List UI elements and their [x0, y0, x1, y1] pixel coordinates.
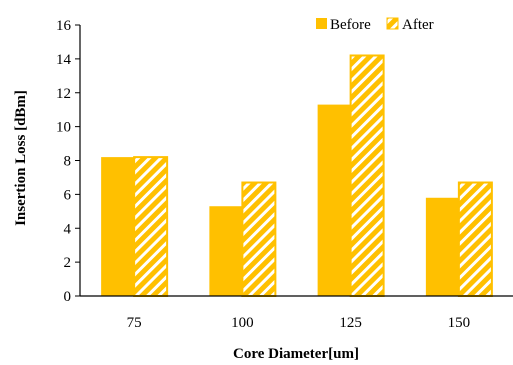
x-ticks: 75 100 125 150	[127, 315, 471, 331]
x-tick-label: 75	[127, 315, 142, 331]
legend-label-after: After	[402, 17, 434, 33]
y-tick-label: 2	[64, 255, 72, 271]
bar-after-100	[241, 181, 277, 297]
y-tick-label: 10	[56, 120, 71, 136]
y-tick-label: 14	[56, 52, 72, 68]
y-tick-label: 4	[64, 221, 72, 237]
bars-layer	[101, 54, 493, 297]
legend-swatch-before	[316, 18, 327, 29]
bar-before-100	[209, 206, 243, 296]
y-tick-label: 0	[64, 289, 72, 305]
y-tick-label: 6	[64, 187, 72, 203]
legend-label-before: Before	[330, 17, 371, 33]
legend-swatch-after	[386, 17, 399, 30]
x-tick-label: 150	[448, 315, 471, 331]
bar-before-150	[425, 197, 459, 296]
x-tick-label: 100	[231, 315, 254, 331]
y-ticks: 0 2 4 6 8 10 12 14 16	[56, 18, 80, 305]
bar-before-125	[317, 104, 351, 296]
x-axis-title: Core Diameter[um]	[233, 346, 359, 362]
y-axis-title: Insertion Loss [dBm]	[13, 90, 29, 226]
y-tick-label: 8	[64, 154, 72, 170]
x-tick-label: 125	[339, 315, 362, 331]
y-tick-label: 16	[56, 18, 72, 34]
bar-after-125	[349, 54, 385, 297]
legend: Before After	[316, 17, 434, 33]
bar-after-150	[457, 181, 493, 297]
bar-before-75	[101, 157, 135, 296]
bar-after-75	[133, 156, 169, 297]
y-tick-label: 12	[56, 86, 71, 102]
